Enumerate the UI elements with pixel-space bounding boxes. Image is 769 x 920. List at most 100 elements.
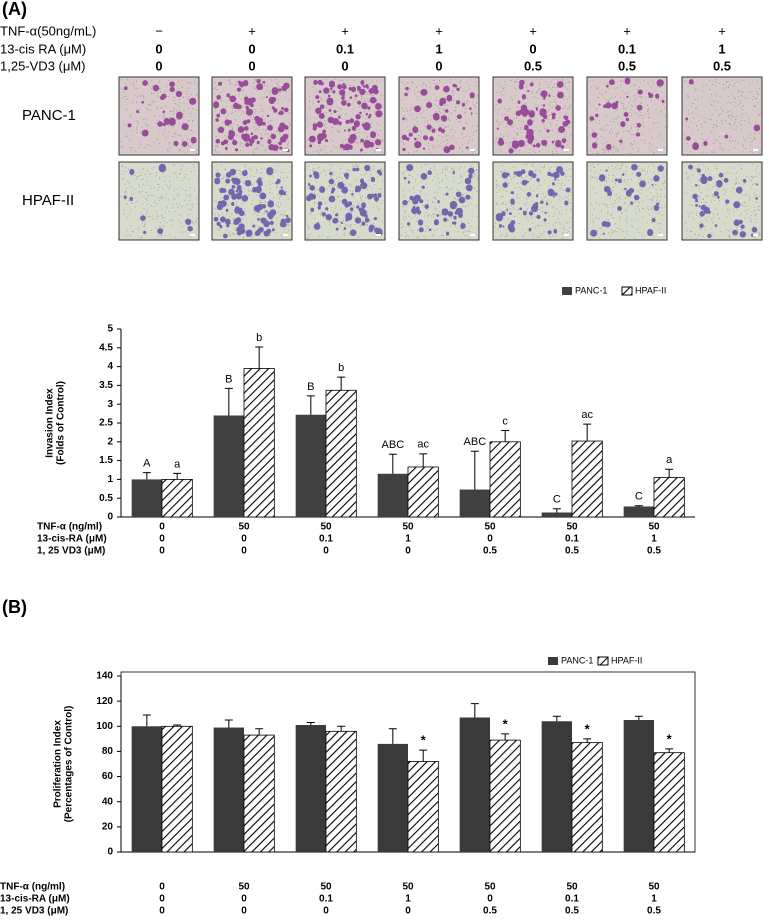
condition-value: 0	[155, 58, 162, 73]
condition-value: 1	[651, 894, 657, 905]
error-bar	[419, 749, 428, 762]
condition-value: 1	[718, 41, 725, 56]
condition-label: 1, 25 VD3 (μM)	[37, 546, 105, 557]
error-bar	[388, 453, 397, 474]
condition-value: 0	[159, 882, 165, 893]
condition-value: 0.1	[565, 534, 579, 545]
panel-label: (B)	[2, 597, 27, 617]
bar	[407, 466, 439, 518]
significance-label: ac	[581, 409, 593, 421]
y-tick-label: 140	[96, 671, 113, 682]
row-label: PANC-1	[22, 107, 76, 124]
y-tick-label: 5	[107, 324, 113, 335]
y-tick-label: 100	[96, 721, 113, 732]
condition-value: 0	[529, 41, 536, 56]
significance-label: B	[307, 381, 314, 393]
significance-label: A	[143, 458, 151, 470]
condition-value: +	[435, 23, 443, 38]
micrograph-cells	[306, 164, 383, 237]
micrograph-cells	[123, 163, 193, 235]
condition-label: TNF-α (ng/ml)	[37, 522, 102, 533]
bar	[325, 389, 357, 518]
scale-bar	[753, 234, 758, 236]
error-bar	[552, 508, 561, 513]
legend-label: PANC-1	[575, 285, 607, 295]
error-bar	[306, 395, 315, 415]
error-bar	[501, 733, 510, 741]
condition-value: 0	[241, 906, 247, 917]
condition-value: 0.5	[483, 546, 497, 557]
micrograph-cells	[589, 77, 665, 151]
significance-label: ABC	[464, 436, 487, 448]
bar	[623, 506, 654, 517]
y-tick-label: 60	[102, 771, 114, 782]
y-axis-label: (Percentages of Control)	[64, 706, 75, 823]
legend-swatch	[621, 286, 633, 296]
scale-bar	[564, 234, 569, 236]
micrograph	[681, 76, 763, 156]
condition-value: 50	[648, 882, 660, 893]
error-bar	[224, 719, 233, 728]
condition-value: 0.1	[618, 41, 636, 56]
bar	[653, 752, 685, 853]
condition-value: 0	[159, 906, 165, 917]
bar	[131, 479, 162, 517]
error-bar	[634, 715, 643, 720]
scale-bar	[470, 234, 475, 236]
condition-value: 0.5	[565, 546, 579, 557]
error-bar	[665, 468, 674, 478]
error-bar	[583, 423, 592, 442]
bar	[243, 734, 275, 853]
error-bar	[419, 453, 428, 467]
condition-value: 0	[248, 58, 255, 73]
condition-value: +	[248, 23, 256, 38]
scale-bar	[190, 149, 195, 151]
condition-value: 0	[159, 894, 165, 905]
error-bar	[583, 738, 592, 743]
condition-value: 1	[405, 894, 411, 905]
micrograph-texture	[684, 164, 761, 239]
condition-label: 1, 25 VD3 (μM)	[0, 906, 68, 917]
error-bar	[665, 748, 674, 753]
micrograph-cells	[123, 80, 197, 147]
error-bar	[255, 346, 264, 369]
bar	[459, 717, 490, 852]
condition-value: +	[341, 23, 349, 38]
condition-value: 0	[341, 58, 348, 73]
significance-label: *	[503, 716, 509, 731]
scale-bar	[190, 234, 195, 236]
scale-bar	[376, 149, 381, 151]
bar	[571, 742, 603, 853]
scale-bar	[658, 149, 663, 151]
condition-value: 0	[241, 546, 247, 557]
y-tick-label: 4.5	[99, 342, 113, 353]
condition-value: 50	[238, 882, 250, 893]
bar	[161, 725, 193, 853]
condition-value: 0.5	[647, 906, 661, 917]
significance-label: c	[502, 415, 508, 427]
micrograph-cells	[308, 79, 383, 152]
micrograph	[118, 161, 200, 241]
condition-value: +	[623, 23, 631, 38]
condition-value: 0.1	[565, 894, 579, 905]
significance-label: b	[338, 362, 344, 374]
micrograph-cells	[213, 79, 290, 153]
y-tick-label: 1	[107, 474, 113, 485]
bar	[623, 720, 654, 852]
condition-value: 0.5	[713, 58, 731, 73]
bar	[295, 725, 326, 852]
bar	[571, 440, 603, 518]
condition-value: 0.1	[319, 894, 333, 905]
micrograph-texture	[121, 164, 198, 239]
error-bar	[337, 376, 346, 391]
condition-value: +	[529, 23, 537, 38]
condition-value: 0.5	[483, 906, 497, 917]
legend-swatch	[562, 287, 572, 295]
y-axis-label: Invasion Index	[45, 388, 56, 458]
significance-label: a	[666, 454, 673, 466]
bar	[377, 743, 408, 852]
micrograph-cells	[590, 164, 664, 237]
y-tick-label: 40	[102, 796, 114, 807]
condition-label: TNF-α(50ng/mL)	[0, 23, 96, 38]
